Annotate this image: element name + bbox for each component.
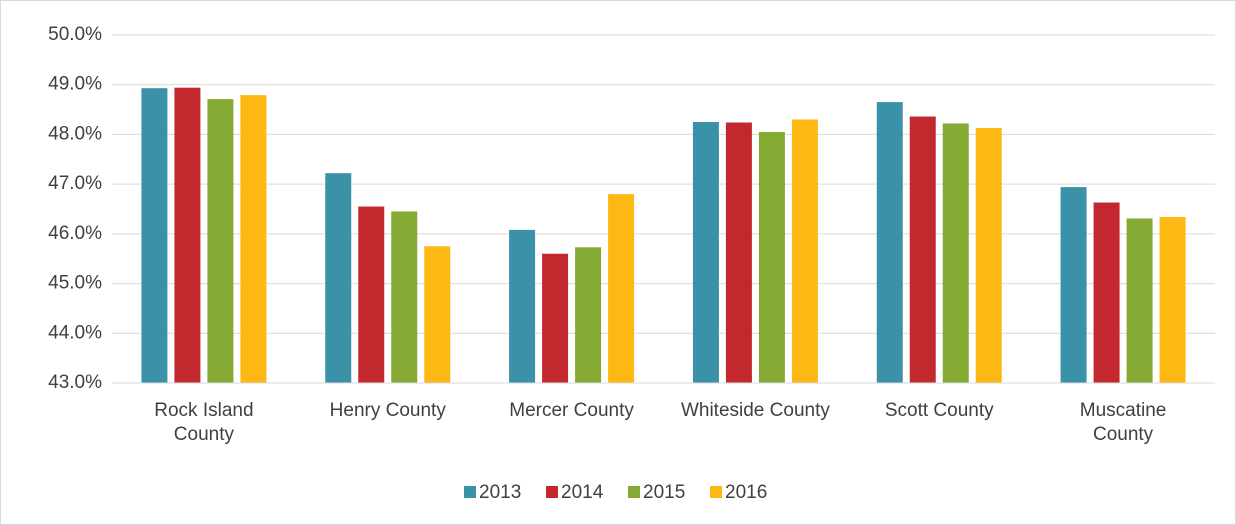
legend-label: 2013 (479, 482, 521, 503)
y-tick-label: 44.0% (48, 322, 102, 343)
legend-label: 2016 (725, 482, 767, 503)
bar (876, 102, 903, 383)
bar (692, 122, 719, 383)
bar (575, 247, 602, 383)
x-tick-label: Rock Island County (154, 400, 254, 445)
bar (608, 194, 635, 383)
bar (1060, 187, 1087, 383)
y-tick-label: 43.0% (48, 372, 102, 393)
bar (424, 246, 451, 383)
bar (942, 123, 969, 384)
bar (758, 131, 785, 383)
bar (141, 88, 168, 384)
y-tick-label: 45.0% (48, 273, 102, 294)
bar (791, 119, 818, 383)
bar (1093, 202, 1120, 383)
bar (174, 87, 201, 383)
y-tick-label: 50.0% (48, 24, 102, 45)
y-tick-label: 49.0% (48, 74, 102, 95)
bar (542, 253, 569, 383)
bar (240, 95, 267, 383)
y-tick-label: 48.0% (48, 123, 102, 144)
legend-swatch (546, 486, 558, 498)
bar (391, 211, 418, 383)
legend-swatch (710, 486, 722, 498)
y-tick-label: 47.0% (48, 173, 102, 194)
x-tick-label: Mercer County (509, 400, 634, 421)
x-tick-label: Whiteside County (680, 400, 830, 421)
bar (1159, 216, 1186, 383)
x-tick-label: Henry County (329, 400, 446, 421)
bar (207, 99, 234, 383)
legend-swatch (628, 486, 640, 498)
bar (325, 173, 352, 383)
legend-label: 2014 (561, 482, 604, 503)
x-tick-label: Muscatine County (1079, 400, 1167, 445)
legend-swatch (464, 486, 476, 498)
bar (509, 229, 536, 383)
x-tick-label: Scott County (884, 400, 994, 421)
bar (909, 116, 936, 383)
bar (1126, 218, 1153, 383)
bar (725, 122, 752, 384)
legend-label: 2015 (643, 482, 685, 503)
bar (975, 127, 1002, 383)
bar (358, 206, 385, 383)
y-tick-label: 46.0% (48, 223, 102, 244)
